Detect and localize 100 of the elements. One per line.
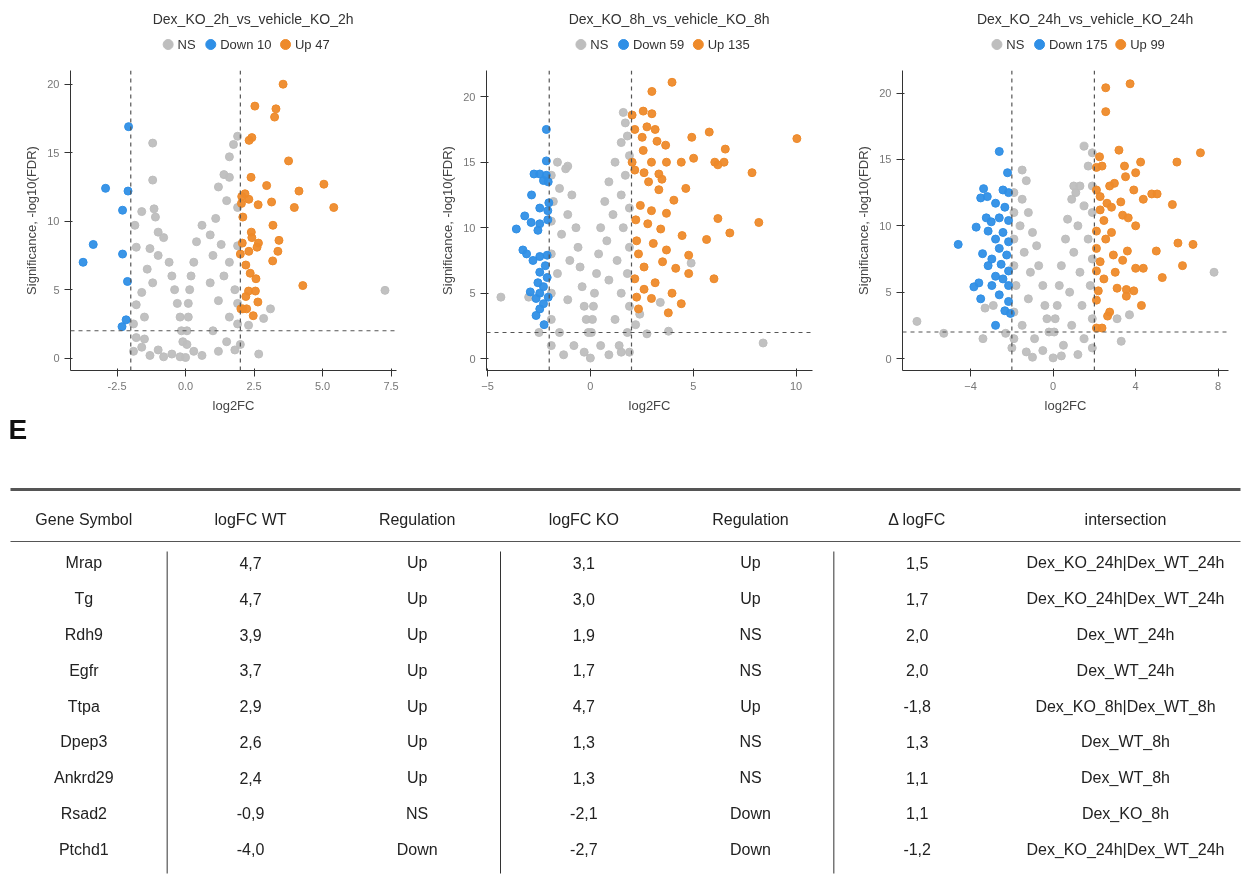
y-tick-label: 20 xyxy=(879,87,892,100)
text: Down xyxy=(730,840,771,858)
y-tick-label: 10 xyxy=(879,219,892,232)
x-tick-label: −5 xyxy=(481,379,494,392)
text: Up xyxy=(740,697,761,715)
text: Tg xyxy=(74,590,94,608)
text: Rsad2 xyxy=(60,804,108,822)
text: 1,7 xyxy=(906,590,929,608)
chart-title: Dex_KO_24h_vs_vehicle_KO_24h xyxy=(976,10,1194,27)
y-tick-label: 5 xyxy=(53,283,60,296)
legend-label: Up 135 xyxy=(707,37,750,52)
x-tick-label: 0 xyxy=(1050,379,1057,392)
chart-title: Dex_KO_2h_vs_vehicle_KO_2h xyxy=(152,10,354,27)
text: Dex_WT_8h xyxy=(1081,769,1170,788)
text: 1,3 xyxy=(906,733,929,751)
y-tick-label: 15 xyxy=(47,146,60,159)
text: Down xyxy=(730,804,771,822)
text: Dpep3 xyxy=(60,733,108,751)
category-label: Δ logFC xyxy=(888,511,946,528)
text: -1,2 xyxy=(903,841,932,859)
legend-label: NS xyxy=(1006,37,1025,52)
chart-title: Dex_KO_8h_vs_vehicle_KO_8h xyxy=(568,10,770,27)
text: -2,7 xyxy=(570,841,598,859)
y-tick-label: 10 xyxy=(47,215,60,228)
legend-label: Up 47 xyxy=(294,37,330,52)
x-tick-label: -2.5 xyxy=(107,379,127,392)
category-label: Regulation xyxy=(378,511,456,528)
text: Up xyxy=(740,590,761,608)
text: Rdh9 xyxy=(64,626,104,644)
y-tick-label: 15 xyxy=(879,153,892,166)
text: Dex_WT_24h xyxy=(1076,626,1175,645)
y-tick-label: 5 xyxy=(885,286,892,299)
x-tick-label: 7.5 xyxy=(383,379,399,392)
text: -0,9 xyxy=(236,805,265,823)
y-axis-title: Significance, -log10(FDR) xyxy=(440,146,456,295)
text: 1,7 xyxy=(572,662,596,680)
text: 1,1 xyxy=(906,769,929,787)
x-tick-label: 0.0 xyxy=(177,379,194,392)
y-tick-label: 10 xyxy=(463,221,476,234)
text: 4,7 xyxy=(572,698,596,716)
text: Up xyxy=(406,661,428,679)
x-tick-label: −4 xyxy=(964,379,977,392)
text: 3,7 xyxy=(239,662,262,680)
text: 1,3 xyxy=(572,733,596,751)
text: -1,8 xyxy=(903,698,932,716)
text: Up xyxy=(406,769,428,787)
x-tick-label: 2.5 xyxy=(246,379,262,392)
text: 4,7 xyxy=(239,590,262,608)
text: 2,0 xyxy=(906,662,929,680)
text: Up xyxy=(406,626,428,644)
x-tick-label: 5 xyxy=(690,379,697,392)
text: 2,9 xyxy=(239,698,262,716)
text: Up xyxy=(406,733,428,751)
text: E xyxy=(8,414,28,445)
text: -2,1 xyxy=(570,805,598,823)
category-label: logFC KO xyxy=(548,511,619,528)
text: Dex_WT_24h xyxy=(1076,661,1175,680)
text: Ankrd29 xyxy=(54,769,114,787)
legend-label: Down 175 xyxy=(1048,37,1108,52)
category-label: intersection xyxy=(1084,511,1167,528)
text: Down xyxy=(396,840,438,858)
text: Ttpa xyxy=(67,697,100,715)
text: NS xyxy=(739,661,762,679)
text: Dex_WT_8h xyxy=(1081,733,1170,752)
text: Dex_KO_24h|Dex_WT_24h xyxy=(1026,590,1225,609)
text: Mrap xyxy=(65,554,103,572)
text: Up xyxy=(406,697,428,715)
x-tick-label: 8 xyxy=(1215,379,1222,392)
y-tick-label: 0 xyxy=(53,352,60,365)
y-axis-title: Significance, -log10(FDR) xyxy=(856,146,872,295)
text: Dex_KO_8h|Dex_WT_8h xyxy=(1035,697,1216,716)
text: 4,7 xyxy=(239,554,262,572)
text: Egfr xyxy=(69,661,100,679)
text: NS xyxy=(739,733,762,751)
legend-label: Down 59 xyxy=(632,37,685,52)
x-tick-label: 10 xyxy=(789,379,803,392)
text: Dex_KO_24h|Dex_WT_24h xyxy=(1026,840,1225,859)
text: 2,4 xyxy=(239,769,262,787)
legend-label: Up 99 xyxy=(1130,37,1165,52)
y-tick-label: 15 xyxy=(463,156,476,169)
text: Ptchd1 xyxy=(58,840,109,858)
y-tick-label: 0 xyxy=(885,352,892,365)
legend-label: NS xyxy=(177,37,196,52)
category-label: Regulation xyxy=(712,511,789,528)
text: 2,6 xyxy=(239,733,262,751)
legend-label: Down 10 xyxy=(220,37,272,52)
category-label: Gene Symbol xyxy=(35,511,133,528)
text: Dex_KO_24h|Dex_WT_24h xyxy=(1026,554,1225,573)
text: 2,0 xyxy=(906,626,929,644)
x-tick-label: 5.0 xyxy=(314,379,331,392)
text: 3,1 xyxy=(572,554,596,572)
text: Up xyxy=(406,590,428,608)
text: NS xyxy=(739,626,762,644)
x-tick-label: 0 xyxy=(587,379,594,392)
y-axis-title: Significance, -log10(FDR) xyxy=(24,146,40,295)
text: Up xyxy=(406,554,428,572)
y-tick-label: 20 xyxy=(463,90,476,103)
x-axis-title: log2FC xyxy=(212,397,255,413)
text: 3,0 xyxy=(572,590,596,608)
text: 1,5 xyxy=(906,554,929,572)
